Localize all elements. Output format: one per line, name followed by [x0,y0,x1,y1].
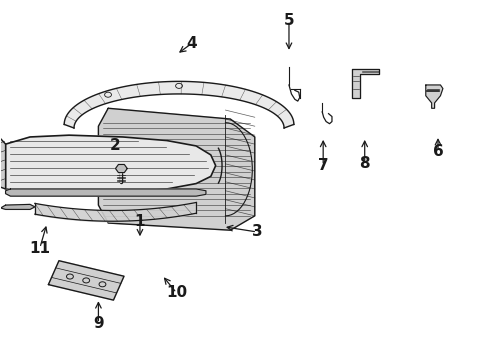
Polygon shape [64,81,294,128]
Text: 9: 9 [93,316,104,331]
Polygon shape [5,189,206,196]
Text: 11: 11 [29,240,50,256]
Text: 4: 4 [186,36,196,51]
Text: 5: 5 [284,13,294,28]
Text: 1: 1 [135,214,145,229]
Polygon shape [5,135,216,194]
Polygon shape [352,69,379,98]
Polygon shape [116,165,127,172]
Text: 3: 3 [252,225,263,239]
Text: 2: 2 [110,139,121,153]
Polygon shape [49,261,124,300]
Polygon shape [0,204,35,210]
Text: 7: 7 [318,158,328,173]
Text: 10: 10 [166,285,187,301]
Text: 6: 6 [433,144,443,159]
Polygon shape [426,85,443,108]
Polygon shape [0,139,5,189]
Text: 8: 8 [359,156,370,171]
Polygon shape [98,108,255,230]
